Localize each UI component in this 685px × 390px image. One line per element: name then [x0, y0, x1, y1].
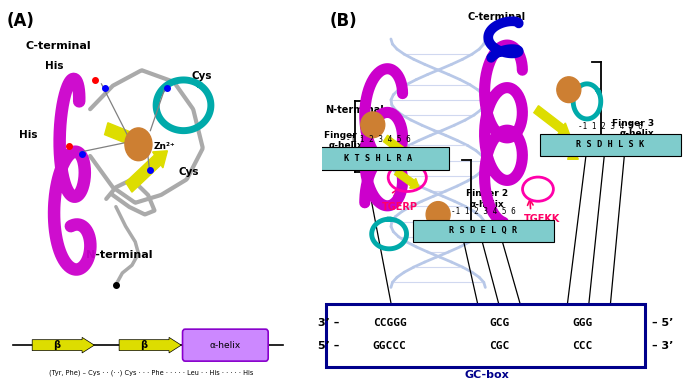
Text: 3’ –: 3’ – — [319, 318, 340, 328]
Text: GGG: GGG — [573, 318, 593, 328]
Text: GC-box: GC-box — [464, 370, 510, 380]
Text: -1 1 2 3 4 5 6: -1 1 2 3 4 5 6 — [578, 122, 643, 131]
Text: N-terminal: N-terminal — [325, 105, 384, 115]
Text: Finger 3
α-helix: Finger 3 α-helix — [612, 119, 654, 138]
FancyArrow shape — [105, 123, 147, 150]
Text: His: His — [19, 129, 38, 140]
Text: R S D H L S K: R S D H L S K — [577, 140, 645, 149]
FancyArrow shape — [549, 137, 578, 159]
Circle shape — [557, 77, 581, 103]
Text: Finger 1
α-helix: Finger 1 α-helix — [325, 131, 366, 150]
Text: -1 1 2 3 4 5 6: -1 1 2 3 4 5 6 — [346, 135, 410, 144]
Text: TGEKK: TGEKK — [523, 214, 560, 224]
Text: N-terminal: N-terminal — [86, 250, 152, 260]
Text: -1 1 2 3 4 5 6: -1 1 2 3 4 5 6 — [451, 207, 516, 216]
Text: – 5’: – 5’ — [652, 318, 674, 328]
Bar — [308, 147, 449, 170]
Text: β: β — [53, 340, 60, 350]
Text: – 3’: – 3’ — [652, 341, 674, 351]
Text: Finger 2
α-helix: Finger 2 α-helix — [466, 189, 508, 209]
Text: GCG: GCG — [489, 318, 509, 328]
Text: C-terminal: C-terminal — [26, 41, 91, 51]
FancyArrow shape — [125, 151, 167, 192]
Text: TGERP: TGERP — [382, 202, 418, 213]
Bar — [540, 134, 682, 156]
FancyArrow shape — [534, 106, 570, 135]
Text: CGC: CGC — [489, 341, 509, 351]
Text: CCC: CCC — [573, 341, 593, 351]
Text: CCGGG: CCGGG — [373, 318, 406, 328]
Text: α-helix: α-helix — [210, 340, 241, 350]
FancyArrow shape — [395, 169, 419, 188]
Text: (Tyr, Phe) – Cys · · (· ·) Cys · · · Phe · · · · · Leu · · His · · · · · His: (Tyr, Phe) – Cys · · (· ·) Cys · · · Phe… — [49, 370, 253, 376]
Text: C-terminal: C-terminal — [467, 12, 525, 22]
Text: Cys: Cys — [179, 167, 199, 177]
Bar — [412, 220, 554, 242]
Text: K T S H L R A: K T S H L R A — [344, 154, 412, 163]
FancyBboxPatch shape — [182, 329, 269, 361]
Text: 5’ –: 5’ – — [319, 341, 340, 351]
Text: (B): (B) — [329, 12, 357, 30]
FancyArrow shape — [32, 337, 95, 353]
FancyArrow shape — [384, 135, 411, 158]
Text: (A): (A) — [6, 12, 34, 30]
Text: GGCCC: GGCCC — [373, 341, 406, 351]
Circle shape — [361, 112, 385, 138]
Circle shape — [125, 128, 152, 161]
Text: Zn²⁺: Zn²⁺ — [154, 142, 175, 151]
Text: R S D E L Q R: R S D E L Q R — [449, 226, 518, 235]
FancyArrow shape — [119, 337, 182, 353]
Circle shape — [426, 202, 450, 227]
Text: β: β — [140, 340, 147, 350]
Text: Cys: Cys — [192, 71, 212, 81]
Bar — [325, 304, 645, 367]
Text: His: His — [45, 61, 64, 71]
